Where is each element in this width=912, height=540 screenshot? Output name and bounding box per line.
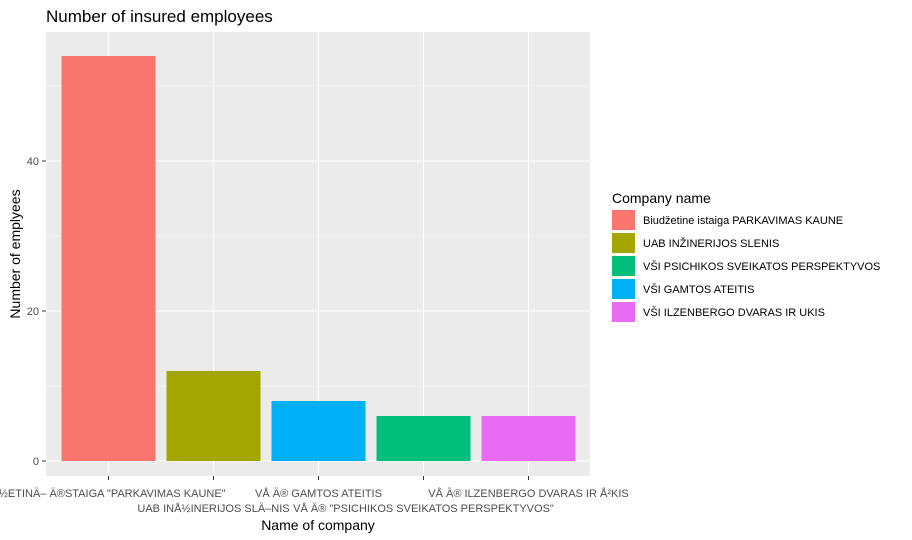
y-tick-label: 0 (33, 456, 39, 468)
x-axis-title: Name of company (261, 517, 375, 533)
y-axis: 0 20 40 (27, 156, 46, 468)
legend-label: VŠI GAMTOS ATEITIS (643, 283, 754, 296)
y-tick-label: 40 (27, 156, 39, 168)
bar (61, 56, 156, 461)
legend-label: VŠI PSICHIKOS SVEIKATOS PERSPEKTYVOS (643, 260, 880, 273)
chart-title: Number of insured employees (46, 7, 273, 26)
y-tick-label: 20 (27, 306, 39, 318)
legend-label: VŠI ILZENBERGO DVARAS IR UKIS (643, 306, 825, 319)
bar (166, 371, 261, 461)
bars (61, 56, 576, 461)
legend-label: Biudžetine istaiga PARKAVIMAS KAUNE (643, 215, 843, 227)
x-axis: Å½ETINÄ– Ä®STAIGA "PARKAVIMAS KAUNE" UAB … (0, 476, 629, 515)
legend-key (612, 279, 635, 299)
legend-label: UAB INŽINERIJOS SLENIS (643, 237, 779, 250)
legend-key (612, 256, 635, 276)
x-tick-label: VÅ Ä® "PSICHIKOS SVEIKATOS PERSPEKTYVOS" (293, 502, 554, 515)
bar (376, 416, 471, 461)
bar (481, 416, 576, 461)
x-tick-label: VÅ Ä® ILZENBERGO DVARAS IR Å²KIS (428, 487, 628, 500)
legend-key (612, 210, 635, 230)
y-axis-title: Number of emplyees (7, 189, 23, 318)
legend: Company name Biudžetine istaiga PARKAVIM… (612, 190, 880, 322)
x-tick-label: UAB INÅ½INERIJOS SLÄ–NIS (137, 502, 289, 515)
legend-title: Company name (612, 190, 711, 206)
x-tick-label: VÅ Ä® GAMTOS ATEITIS (255, 487, 382, 500)
legend-key (612, 233, 635, 253)
x-tick-label: Å½ETINÄ– Ä®STAIGA "PARKAVIMAS KAUNE" (0, 487, 226, 500)
bar (271, 401, 366, 461)
legend-key (612, 302, 635, 322)
